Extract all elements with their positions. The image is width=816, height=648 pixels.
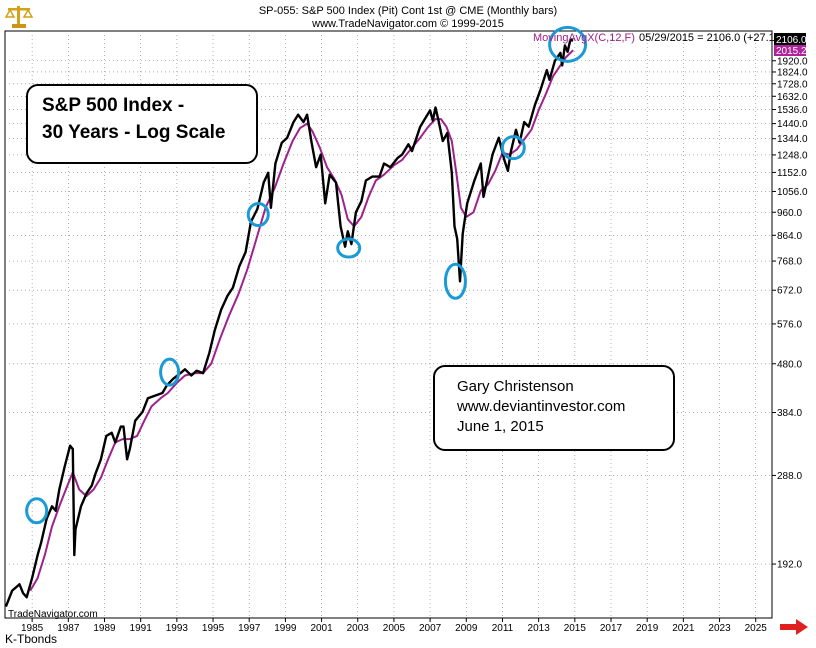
y-tick-label: 1920.0 <box>777 56 808 67</box>
last-price-tag: 2106.0 <box>774 33 807 46</box>
indicator-legend: MovingAvgX(C,12,F) <box>533 32 635 44</box>
y-tick-label: 1440.0 <box>777 119 808 130</box>
title-callout: S&P 500 Index - 30 Years - Log Scale <box>26 84 258 164</box>
y-tick-label: 576.0 <box>777 319 802 330</box>
price-readout: 05/29/2015 = 2106.0 (+27.1) <box>639 32 778 44</box>
y-tick-label: 1056.0 <box>777 187 808 198</box>
x-tick-label: 1993 <box>166 623 189 634</box>
y-tick-label: 480.0 <box>777 359 802 370</box>
x-tick-label: 2025 <box>745 623 768 634</box>
highlight-circle <box>336 237 362 259</box>
x-axis-ticks: 1985 1987 1989 1991 1993 1995 1997 1999 2001 2003… <box>21 618 767 634</box>
right-arrow-icon[interactable] <box>780 619 808 635</box>
highlight-circle <box>25 497 49 525</box>
y-tick-label: 1824.0 <box>777 67 808 78</box>
highlight-circle <box>443 262 467 300</box>
svg-text:2106.0: 2106.0 <box>776 35 807 46</box>
y-tick-label: 1632.0 <box>777 92 808 103</box>
x-tick-label: 2019 <box>636 623 659 634</box>
price-line <box>4 38 574 608</box>
y-tick-label: 288.0 <box>777 471 802 482</box>
price-layer <box>4 38 574 608</box>
y-tick-label: 1152.0 <box>777 168 807 179</box>
highlight-circle <box>246 202 270 228</box>
y-axis-ticks: 192.0 288.0 384.0 480.0 576.0 672.0 768.0 864.0… <box>772 56 808 571</box>
author-name: Gary Christenson <box>457 378 574 395</box>
x-tick-label: 1997 <box>238 623 261 634</box>
x-tick-label: 2023 <box>708 623 731 634</box>
x-tick-label: 2001 <box>310 623 333 634</box>
y-tick-label: 384.0 <box>777 408 802 419</box>
x-tick-label: 1985 <box>21 623 44 634</box>
golden-scale-icon <box>4 6 34 28</box>
header-line-2: www.TradeNavigator.com © 1999-2015 <box>311 18 504 30</box>
x-tick-label: 1999 <box>274 623 297 634</box>
y-tick-label: 960.0 <box>777 208 802 219</box>
x-tick-label: 2003 <box>347 623 370 634</box>
x-tick-label: 2007 <box>419 623 442 634</box>
annotation-circles <box>25 25 588 525</box>
x-tick-label: 2011 <box>492 623 514 634</box>
highlight-circle <box>159 357 181 387</box>
x-tick-label: 1989 <box>93 623 116 634</box>
y-tick-label: 1728.0 <box>777 79 808 90</box>
x-tick-label: 2013 <box>528 623 551 634</box>
x-tick-label: 1995 <box>202 623 225 634</box>
watermark-text: TradeNavigator.com <box>8 609 98 620</box>
author-website: www.deviantinvestor.com <box>457 398 626 415</box>
y-tick-label: 864.0 <box>777 231 802 242</box>
x-tick-label: 1987 <box>57 623 80 634</box>
x-tick-label: 2015 <box>564 623 587 634</box>
y-tick-label: 192.0 <box>777 560 802 571</box>
y-tick-label: 1248.0 <box>777 150 808 161</box>
highlight-circle <box>548 25 588 63</box>
x-tick-label: 2005 <box>383 623 406 634</box>
highlight-circle <box>500 135 526 161</box>
svg-text:2015.2: 2015.2 <box>776 46 807 57</box>
y-tick-label: 1344.0 <box>777 134 808 145</box>
author-date: June 1, 2015 <box>457 418 544 435</box>
author-callout: Gary Christenson www.deviantinvestor.com… <box>433 365 675 451</box>
x-tick-label: 1991 <box>130 623 153 634</box>
x-tick-label: 2017 <box>600 623 623 634</box>
title-line-1: S&P 500 Index - <box>42 95 185 116</box>
title-line-2: 30 Years - Log Scale <box>42 122 226 143</box>
y-tick-label: 768.0 <box>777 257 802 268</box>
y-tick-label: 1536.0 <box>777 105 808 116</box>
moving-average-tag: 2015.2 <box>774 45 807 57</box>
footer-label: K-Tbonds <box>5 632 58 646</box>
y-tick-label: 672.0 <box>777 286 802 297</box>
x-tick-label: 2009 <box>455 623 478 634</box>
header-line-1: SP-055: S&P 500 Index (Pit) Cont 1st @ C… <box>259 5 557 17</box>
x-tick-label: 2021 <box>672 623 695 634</box>
